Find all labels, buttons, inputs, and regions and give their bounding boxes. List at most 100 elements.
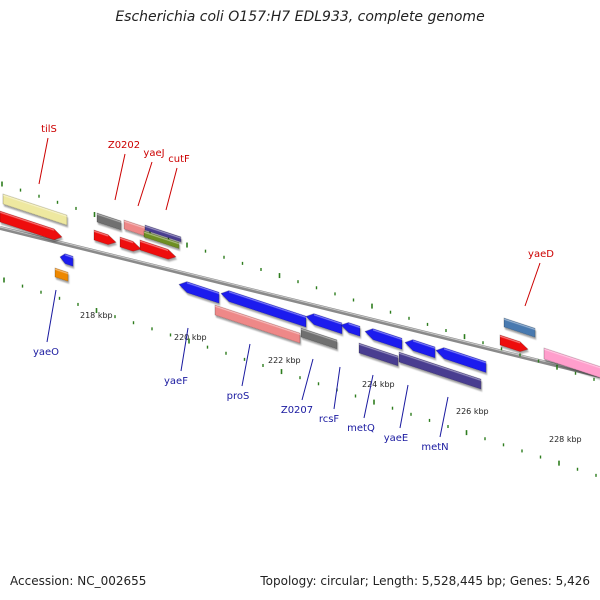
kbp-tick-label: 224 kbp — [362, 380, 395, 389]
gene-tilS-block-shine — [3, 194, 67, 217]
gene-yaeJ-block-shine — [124, 220, 145, 229]
gene-right-block-shape — [543, 347, 600, 380]
leader-line-metN — [439, 396, 449, 438]
leader-line-yaeE — [399, 384, 409, 429]
leader-line-metQ — [363, 374, 374, 419]
cds-metQ-arrow-shine — [373, 329, 402, 341]
leader-line-rcsF — [333, 366, 341, 410]
cds-rcsF-arrow-shape — [340, 322, 361, 337]
gene-label-yaeE: yaeE — [384, 433, 409, 444]
feature-layer — [0, 193, 600, 390]
leader-line-Z0207 — [301, 358, 314, 401]
cds-proS-arrow-shape — [220, 290, 307, 328]
gene-Z0202-block-shine — [97, 213, 121, 223]
gene-label-tilS: tilS — [41, 124, 57, 135]
backbone-line — [0, 226, 600, 378]
cds-yaeO-arrow-shine — [65, 254, 73, 259]
gene-Z0207-block — [300, 327, 338, 350]
leader-line-proS — [241, 343, 251, 387]
gene-yaeJ-block — [123, 219, 146, 237]
gene-label-proS: proS — [227, 391, 250, 402]
cds-rcsF-arrow — [340, 322, 361, 337]
cds-yaeE-arrow-shine — [413, 340, 435, 349]
cds-Z0207-arrow-shape — [305, 313, 343, 335]
cds-tilS-arrow — [0, 210, 63, 241]
cds-yaeJ-arrow-shape — [119, 236, 142, 252]
cds-Z0207-arrow-shine — [314, 314, 342, 325]
gene-proS-block-shape — [214, 304, 301, 344]
cds-cutF-arrow-shape — [139, 239, 177, 260]
cds-yaeF-arrow — [178, 281, 220, 304]
kbp-tick-label: 218 kbp — [80, 311, 113, 320]
gene-label-cutF: cutF — [168, 154, 190, 165]
gene-label-Z0202: Z0202 — [108, 140, 140, 151]
cds-metN-arrow-shape — [435, 347, 487, 373]
cds-yaeD-arrow — [499, 334, 529, 352]
cds-Z0202-arrow-shine — [94, 230, 108, 237]
gene-Z0202-block — [96, 212, 122, 231]
cds-metN-arrow — [435, 347, 487, 373]
cds-proS-arrow-shine — [229, 291, 306, 318]
cds-metQ-arrow-shape — [364, 328, 403, 350]
backbone-layer — [0, 226, 600, 378]
gene-proS-block-shine — [215, 305, 300, 335]
cds-yaeF-arrow-shape — [178, 281, 220, 304]
cds-yaeO-arrow-shape — [59, 253, 74, 267]
cds-yaeD-arrow-shine — [500, 335, 520, 344]
gene-yaeO-block-shape — [54, 267, 69, 282]
gene-metN-block-shine — [399, 352, 481, 381]
leader-line-yaeJ — [137, 161, 153, 207]
cds-yaeO-arrow — [59, 253, 74, 267]
gene-yaeD-block-shine — [504, 318, 535, 331]
cds-yaeF-arrow-shine — [187, 282, 219, 295]
leader-line-cutF — [165, 167, 178, 211]
gene-label-metN: metN — [421, 442, 448, 453]
accession-text: Accession: NC_002655 — [10, 574, 147, 588]
leader-line-tilS — [38, 137, 49, 185]
gene-label-yaeF: yaeF — [164, 376, 188, 387]
cds-Z0202-arrow — [93, 229, 117, 245]
gene-Z0202-block-shape — [96, 212, 122, 231]
cds-metN-arrow-shine — [444, 348, 486, 364]
leader-line-yaeF — [180, 327, 189, 372]
gene-yaeD-block — [503, 317, 536, 338]
gene-cutF-olive-shine — [144, 231, 179, 245]
gene-cutF-purple — [144, 224, 182, 243]
gene-Z0207-block-shine — [301, 328, 337, 342]
gene-tilS-block — [2, 193, 68, 226]
gene-label-yaeO: yaeO — [33, 347, 59, 358]
gene-label-Z0207: Z0207 — [281, 405, 313, 416]
cds-yaeJ-arrow — [119, 236, 142, 252]
gene-label-metQ: metQ — [347, 423, 375, 434]
gene-Z0207-block-shape — [300, 327, 338, 350]
cds-Z0202-arrow-shape — [93, 229, 117, 245]
cds-tilS-arrow-shape — [0, 210, 63, 241]
gene-metN-block — [398, 351, 482, 390]
kbp-tick-label: 226 kbp — [456, 407, 489, 416]
cds-cutF-arrow-shine — [140, 240, 168, 252]
gene-right-block — [543, 347, 600, 380]
gene-metN-block-shape — [398, 351, 482, 390]
gene-right-block-shine — [544, 348, 600, 370]
gene-proS-block — [214, 304, 301, 344]
leader-line-Z0202 — [114, 153, 126, 201]
gene-cutF-olive — [143, 230, 180, 249]
map-title: Escherichia coli O157:H7 EDL933, complet… — [115, 9, 485, 25]
gene-metQ-block-shine — [359, 343, 398, 358]
gene-yaeD-block-shape — [503, 317, 536, 338]
cds-tilS-arrow-shine — [0, 211, 54, 231]
cds-rcsF-arrow-shine — [348, 323, 360, 329]
genome-summary-text: Topology: circular; Length: 5,528,445 bp… — [260, 574, 590, 588]
leader-line-yaeD — [524, 262, 541, 307]
cds-cutF-arrow — [139, 239, 177, 260]
cds-yaeE-arrow-shape — [404, 339, 436, 359]
kbp-tick-label: 220 kbp — [174, 333, 207, 342]
gene-label-yaeJ: yaeJ — [143, 148, 164, 159]
cds-metQ-arrow — [364, 328, 403, 350]
kbp-tick-label: 228 kbp — [549, 435, 582, 444]
gene-yaeO-block — [54, 267, 69, 282]
leader-line-yaeO — [46, 289, 57, 343]
gene-label-rcsF: rcsF — [319, 414, 340, 425]
